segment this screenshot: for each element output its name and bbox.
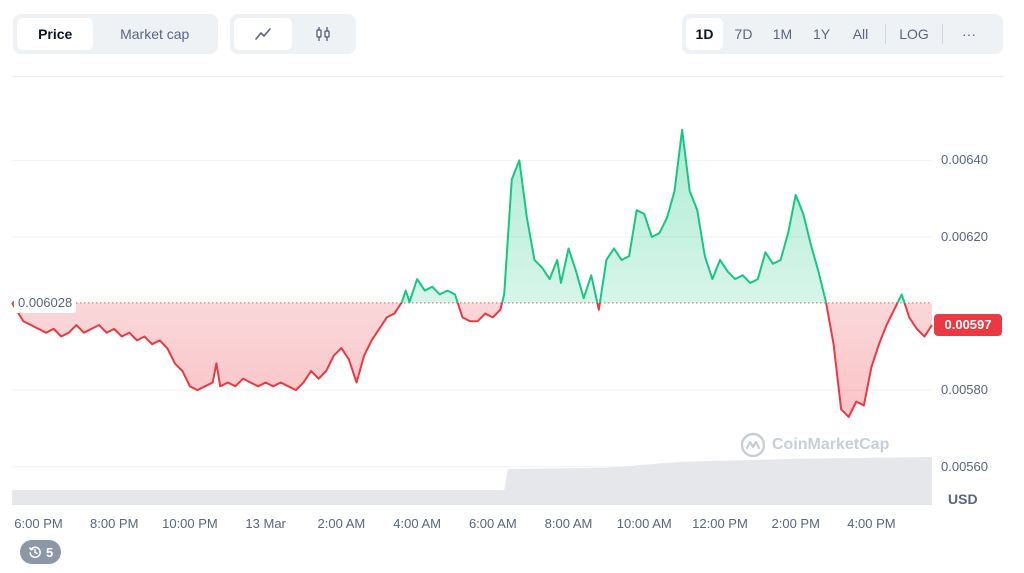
x-tick: 10:00 AM [616,516,672,531]
coinmarketcap-logo-icon [740,432,766,458]
x-tick: 13 Mar [245,516,286,531]
tab-price[interactable]: Price [17,18,94,50]
x-tick: 4:00 PM [847,516,896,531]
price-area-below-open [12,302,932,417]
coinmarketcap-watermark: CoinMarketCap [740,432,889,458]
candlestick-icon [316,27,330,41]
watermark-text: CoinMarketCap [772,436,890,453]
range-7d[interactable]: 7D [734,26,753,42]
x-tick: 2:00 PM [771,516,820,531]
currency-unit-label: USD [948,491,978,507]
current-price-badge: 0.00597 [934,314,1002,337]
tab-market-cap[interactable]: Market cap [120,26,190,42]
time-range-toggle: 1D 7D 1M 1Y All LOG ··· [682,14,1003,54]
plot-frame [12,76,1004,508]
price-area-above-open [401,129,905,303]
chart-type-toggle [230,14,356,54]
volume-area [12,457,932,505]
range-1m[interactable]: 1M [772,26,793,42]
line-chart-button[interactable] [234,18,292,50]
y-tick: 0.00560 [941,458,988,474]
divider [942,24,943,44]
events-badge[interactable]: 5 [20,540,62,564]
events-count: 5 [46,544,54,560]
price-line-below-open [11,302,933,418]
price-line-above-open [12,128,906,303]
y-tick: 0.00640 [941,152,988,168]
candlestick-chart-button[interactable] [294,18,352,50]
x-tick: 6:00 AM [468,516,517,531]
more-options-button[interactable]: ··· [962,26,976,42]
x-tick: 2:00 AM [317,516,366,531]
range-1d[interactable]: 1D [686,18,723,50]
y-tick: 0.00620 [941,228,988,244]
range-1y[interactable]: 1Y [812,26,831,42]
x-tick: 4:00 AM [393,516,441,531]
line-chart-icon [255,28,271,40]
log-scale-toggle[interactable]: LOG [899,26,929,42]
divider [885,24,886,44]
x-tick: 8:00 PM [90,516,139,531]
x-tick: 12:00 PM [692,516,748,531]
x-tick: 6:00 PM [14,516,63,531]
range-all[interactable]: All [852,26,869,42]
history-icon [29,546,41,559]
x-tick: 8:00 AM [544,516,593,531]
y-tick: 0.00580 [941,382,988,398]
x-tick: 10:00 PM [162,516,218,531]
open-price-label: 0.006028 [14,292,77,313]
metric-toggle: Price Market cap [13,14,218,54]
